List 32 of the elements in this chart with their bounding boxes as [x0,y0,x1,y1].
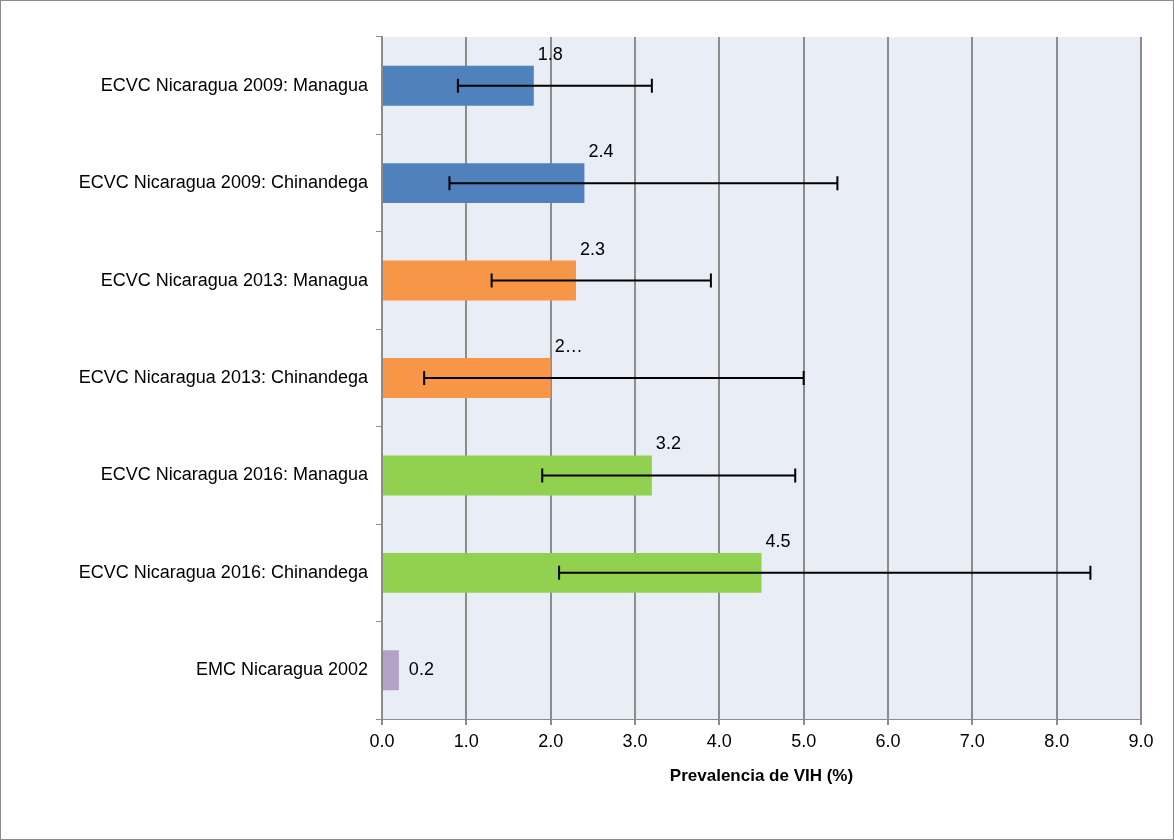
x-tick-label: 2.0 [538,730,564,751]
x-tick-label: 7.0 [959,730,985,751]
x-tick-label: 3.0 [622,730,648,751]
x-tick-label: 5.0 [791,730,817,751]
bar [383,260,576,301]
bar [383,163,585,204]
data-label: 3.2 [655,433,681,454]
y-tick-label: ECVC Nicaragua 2013: Chinandega [78,366,369,387]
x-axis-title: Prevalencia de VIH (%) [669,766,854,786]
bar [383,65,534,106]
x-tick-label: 9.0 [1128,730,1154,751]
x-tick-label: 1.0 [453,730,479,751]
data-label: 0.2 [408,659,434,680]
bar [383,650,399,691]
bar [383,552,762,593]
data-label: 2… [554,336,583,356]
y-tick-label: ECVC Nicaragua 2009: Managua [100,74,369,95]
data-label: 4.5 [765,530,791,551]
bar [383,358,551,398]
y-tick-label: EMC Nicaragua 2002 [195,659,368,680]
x-tick-label: 4.0 [706,730,732,751]
y-tick-label: ECVC Nicaragua 2016: Managua [100,464,369,485]
x-tick-label: 0.0 [369,730,395,751]
data-label: 1.8 [537,43,563,64]
data-label: 2.3 [579,238,605,259]
y-tick-label: ECVC Nicaragua 2016: Chinandega [78,561,369,582]
y-tick-label: ECVC Nicaragua 2009: Chinandega [78,172,369,193]
x-tick-label: 6.0 [875,730,901,751]
bar [383,455,652,496]
data-label: 2.4 [588,141,614,162]
x-tick-label: 8.0 [1044,730,1070,751]
y-tick-label: ECVC Nicaragua 2013: Managua [100,269,369,290]
